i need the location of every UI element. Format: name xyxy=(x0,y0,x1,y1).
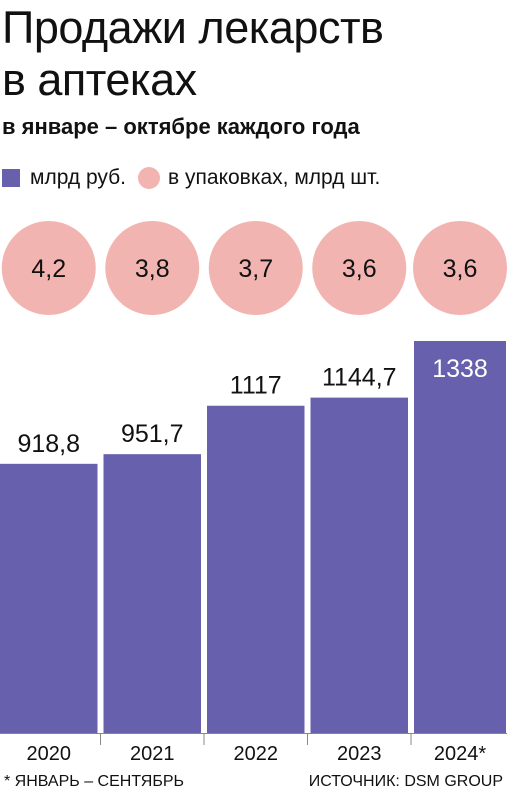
package-value-label: 3,7 xyxy=(238,255,273,283)
package-circle xyxy=(312,221,407,315)
sales-bar xyxy=(310,397,408,733)
x-tick-label: 2023 xyxy=(337,743,382,765)
sales-bar xyxy=(414,341,506,733)
sales-value-label: 1117 xyxy=(230,372,282,400)
x-tick-label: 2024* xyxy=(434,743,486,765)
x-tick-label: 2020 xyxy=(27,743,72,765)
legend-circle-label: в упаковках, млрд шт. xyxy=(168,166,381,189)
sales-bar xyxy=(207,405,305,733)
package-value-label: 4,2 xyxy=(31,255,66,283)
footnote: * ЯНВАРЬ – СЕНТЯБРЬ xyxy=(4,773,184,790)
package-value-label: 3,6 xyxy=(342,255,377,283)
legend: млрд руб. в упаковках, млрд шт. xyxy=(2,164,380,192)
sales-bar xyxy=(0,463,98,733)
legend-circle-swatch xyxy=(138,167,161,189)
chart-title-line-2: в аптеках xyxy=(2,54,197,105)
package-circle xyxy=(413,221,507,315)
sales-value-label: 951,7 xyxy=(121,420,184,448)
legend-bar-swatch xyxy=(2,169,20,187)
package-circle xyxy=(105,221,200,315)
chart-subtitle: в январе – октябре каждого года xyxy=(2,114,360,139)
package-circle xyxy=(1,221,96,315)
chart-title-line-1: Продажи лекарств xyxy=(2,2,384,53)
package-value-label: 3,6 xyxy=(443,255,478,283)
package-value-label: 3,8 xyxy=(135,255,170,283)
package-circle xyxy=(208,221,303,315)
sales-bar xyxy=(103,454,201,733)
x-tick-label: 2021 xyxy=(130,743,175,765)
source-note: ИСТОЧНИК: DSM GROUP xyxy=(308,773,503,790)
chart-title: Продажи лекарств в аптеках xyxy=(2,2,502,106)
x-tick-label: 2022 xyxy=(234,743,279,765)
sales-value-label: 1338 xyxy=(432,355,488,383)
sales-value-label: 918,8 xyxy=(17,430,80,458)
legend-bar-label: млрд руб. xyxy=(30,166,127,189)
sales-value-label: 1144,7 xyxy=(322,364,397,392)
